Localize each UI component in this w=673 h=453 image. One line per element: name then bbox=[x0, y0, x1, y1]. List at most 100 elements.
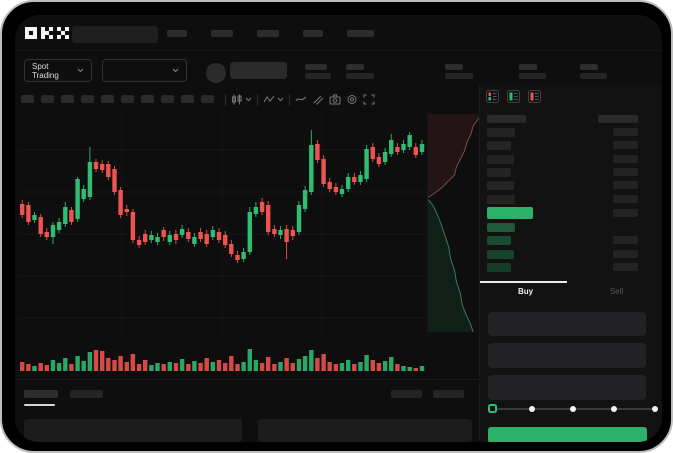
orderbook-header-amount-col bbox=[598, 115, 638, 123]
ticker-stat-placeholder bbox=[305, 64, 335, 80]
fullscreen-icon bbox=[363, 94, 375, 105]
indicator-icon bbox=[263, 95, 275, 103]
stat-top-bar bbox=[445, 64, 463, 70]
divider bbox=[289, 93, 290, 106]
bid-amount-bar bbox=[613, 262, 638, 271]
coin-icon bbox=[206, 63, 226, 83]
divider bbox=[15, 379, 479, 380]
nav-item[interactable] bbox=[167, 30, 187, 37]
fullscreen-button[interactable] bbox=[363, 94, 375, 105]
nav-item[interactable] bbox=[257, 30, 279, 37]
timeframe-button[interactable] bbox=[141, 95, 154, 103]
slider-stop-dot[interactable] bbox=[611, 405, 617, 412]
orderbook-ask-row[interactable] bbox=[480, 194, 662, 205]
orderbook-ask-row[interactable] bbox=[480, 141, 662, 151]
timeframe-button[interactable] bbox=[201, 95, 214, 103]
ticker-stat-placeholder bbox=[445, 64, 475, 80]
orderbook-ask-row[interactable] bbox=[480, 167, 662, 178]
ask-amount-bar bbox=[613, 194, 638, 203]
nav-items bbox=[167, 30, 374, 37]
timeframe-button[interactable] bbox=[121, 95, 134, 103]
chevron-down-icon bbox=[77, 68, 84, 73]
ticker-stat-placeholder bbox=[346, 64, 376, 80]
ask-amount-bar bbox=[613, 141, 638, 150]
stat-bottom-bar bbox=[346, 73, 374, 79]
ask-price-bar bbox=[487, 128, 515, 137]
nav-item[interactable] bbox=[211, 30, 233, 37]
bottom-action-button[interactable] bbox=[433, 390, 464, 398]
screenshot-button[interactable] bbox=[329, 94, 341, 105]
last-price-placeholder bbox=[230, 62, 287, 79]
nav-item[interactable] bbox=[303, 30, 323, 37]
search-input[interactable] bbox=[72, 26, 158, 43]
divider bbox=[225, 93, 226, 106]
ask-amount-bar bbox=[613, 167, 638, 176]
orderbook-ask-row[interactable] bbox=[480, 154, 662, 165]
timeframe-button[interactable] bbox=[61, 95, 74, 103]
candle-style-icon bbox=[232, 94, 242, 105]
stat-bottom-bar bbox=[519, 73, 546, 79]
stat-bottom-bar bbox=[445, 73, 473, 79]
timeframe-button[interactable] bbox=[181, 95, 194, 103]
pair-dropdown[interactable] bbox=[102, 59, 187, 82]
chevron-down-icon bbox=[245, 97, 252, 102]
bid-amount-bar bbox=[613, 249, 638, 258]
last-price-highlight bbox=[487, 207, 533, 219]
slider-stop-dot[interactable] bbox=[652, 405, 658, 412]
orderbook-bid-row[interactable] bbox=[480, 236, 662, 246]
orderbook-combined-icon[interactable] bbox=[486, 90, 499, 103]
line-style-button[interactable] bbox=[295, 94, 307, 105]
orderbook-bid-row[interactable] bbox=[480, 249, 662, 260]
indicators-button[interactable] bbox=[263, 94, 284, 105]
top-navbar bbox=[15, 15, 662, 51]
ask-price-bar bbox=[487, 194, 515, 204]
amount-slider[interactable] bbox=[488, 404, 658, 413]
timeframe-button[interactable] bbox=[41, 95, 54, 103]
orderbook-ask-row[interactable] bbox=[480, 181, 662, 191]
orderbook-bid-row[interactable] bbox=[480, 223, 662, 233]
draw-icon bbox=[313, 95, 324, 105]
buy-submit-button[interactable] bbox=[488, 427, 647, 442]
tab-buy[interactable]: Buy bbox=[517, 287, 534, 296]
timeframe-button[interactable] bbox=[101, 95, 114, 103]
depth-chart bbox=[427, 112, 479, 334]
slider-stop-dot[interactable] bbox=[529, 405, 535, 412]
order-input-placeholder[interactable] bbox=[488, 343, 646, 368]
bid-amount-bar bbox=[613, 236, 638, 245]
ask-price-bar bbox=[487, 167, 511, 177]
settings-icon bbox=[347, 95, 357, 104]
ask-price-bar bbox=[487, 181, 514, 191]
timeframe-button[interactable] bbox=[81, 95, 94, 103]
bottom-tab[interactable] bbox=[70, 390, 103, 398]
draw-button[interactable] bbox=[312, 94, 324, 105]
orderbook-bids-icon[interactable] bbox=[507, 90, 520, 103]
bottom-tab-active[interactable] bbox=[24, 390, 58, 398]
slider-stop-dot[interactable] bbox=[570, 405, 576, 412]
ask-amount-bar bbox=[613, 181, 638, 190]
ask-amount-bar bbox=[613, 128, 638, 136]
slider-handle[interactable] bbox=[488, 404, 497, 413]
candle-style-button[interactable] bbox=[231, 94, 252, 105]
volume-chart bbox=[20, 349, 425, 371]
stat-top-bar bbox=[580, 64, 598, 70]
history-panel-placeholder bbox=[258, 419, 472, 442]
market-type-dropdown[interactable]: Spot Trading bbox=[24, 59, 92, 82]
order-input-placeholder[interactable] bbox=[488, 312, 646, 336]
timeframe-button[interactable] bbox=[161, 95, 174, 103]
bid-price-bar bbox=[487, 249, 514, 259]
nav-item[interactable] bbox=[347, 30, 374, 37]
stat-top-bar bbox=[346, 64, 364, 70]
orderbook-asks-icon[interactable] bbox=[528, 90, 541, 103]
timeframe-button[interactable] bbox=[21, 95, 34, 103]
orderbook-ask-row[interactable] bbox=[480, 128, 662, 138]
bottom-action-button[interactable] bbox=[391, 390, 422, 398]
orderbook-bid-row[interactable] bbox=[480, 262, 662, 273]
tab-sell[interactable]: Sell bbox=[609, 287, 624, 296]
bid-price-bar bbox=[487, 262, 511, 272]
chart-settings-button[interactable] bbox=[346, 94, 358, 105]
ask-amount-bar bbox=[613, 154, 638, 163]
chevron-down-icon bbox=[172, 68, 179, 73]
order-input-placeholder[interactable] bbox=[488, 375, 646, 400]
screen: Spot Trading bbox=[15, 15, 662, 442]
